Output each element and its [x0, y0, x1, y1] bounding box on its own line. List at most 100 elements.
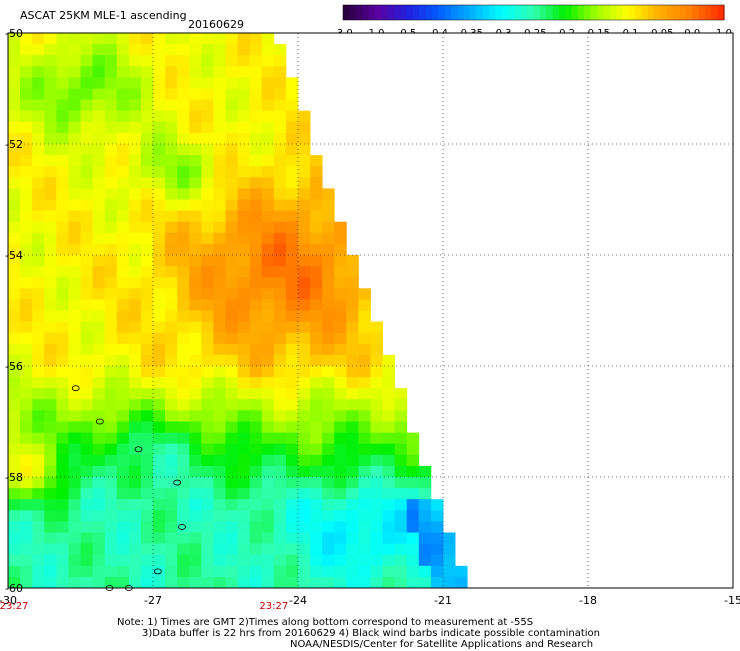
heatmap-cell [116, 510, 130, 522]
heatmap-cell [346, 388, 359, 400]
colorbar-swatch [628, 5, 636, 20]
heatmap-cell [382, 488, 396, 500]
heatmap-cell [20, 499, 33, 511]
heatmap-cell [153, 232, 166, 245]
heatmap-cell [128, 55, 142, 67]
heatmap-cell [346, 321, 359, 334]
heatmap-cell [177, 243, 190, 256]
heatmap-cell [201, 221, 214, 234]
heatmap-cell [68, 210, 81, 223]
heatmap-cell [394, 465, 408, 478]
x-tick-label: -24 [289, 594, 307, 607]
heatmap-cell [346, 288, 359, 300]
heatmap-cell [334, 465, 347, 478]
heatmap-cell [8, 399, 21, 411]
heatmap-cell [20, 443, 33, 456]
heatmap-cell [346, 410, 359, 422]
heatmap-cell [382, 410, 396, 422]
heatmap-cell [322, 188, 335, 200]
heatmap-cell [273, 132, 287, 145]
heatmap-cell [322, 388, 335, 400]
heatmap-cell [92, 510, 106, 522]
heatmap-cell [32, 44, 45, 56]
heatmap-cell [189, 44, 202, 56]
heatmap-cell [201, 99, 214, 112]
heatmap-cell [92, 321, 106, 334]
heatmap-cell [116, 266, 130, 278]
heatmap-cell [273, 377, 287, 389]
heatmap-cell [261, 210, 275, 223]
heatmap-cell [213, 277, 226, 289]
heatmap-cell [116, 255, 130, 267]
heatmap-cell [116, 77, 130, 89]
heatmap-cell [261, 465, 275, 478]
heatmap-cell [8, 432, 21, 445]
heatmap-cell [104, 477, 118, 489]
heatmap-cell [140, 155, 154, 167]
heatmap-cell [249, 343, 263, 356]
heatmap-cell [44, 288, 57, 300]
colorbar-swatch [508, 5, 516, 20]
heatmap-cell [92, 266, 106, 278]
heatmap-cell [237, 77, 251, 89]
colorbar-swatch [387, 5, 395, 20]
heatmap-cell [153, 354, 166, 367]
heatmap-cell [140, 77, 154, 89]
heatmap-cell [44, 44, 57, 56]
heatmap-cell [56, 310, 69, 322]
heatmap-cell [285, 377, 299, 389]
colorbar-swatch [558, 5, 566, 20]
heatmap-cell [237, 377, 251, 389]
heatmap-cell [189, 388, 202, 400]
heatmap-cell [334, 565, 347, 578]
plot-frame [7, 32, 734, 589]
heatmap-cell [116, 532, 130, 544]
heatmap-cell [104, 177, 118, 189]
heatmap-cell [406, 477, 420, 489]
heatmap-cell [153, 144, 166, 156]
heatmap-cell [140, 477, 154, 489]
heatmap-cell [80, 33, 93, 45]
heatmap-cell [104, 77, 118, 89]
heatmap-cell [370, 343, 383, 356]
heatmap-cell [80, 277, 93, 289]
heatmap-cell [116, 44, 130, 56]
heatmap-cell [273, 144, 287, 156]
colorbar-swatch [514, 5, 522, 20]
heatmap-cell [189, 33, 202, 45]
heatmap-cell [322, 454, 335, 467]
heatmap-cell [92, 388, 106, 400]
heatmap-cell [92, 488, 106, 500]
y-tick-label: -56 [5, 360, 23, 373]
heatmap-cell [177, 532, 190, 544]
heatmap-cell [273, 255, 287, 267]
heatmap-cell [225, 377, 238, 389]
heatmap-cell [285, 576, 299, 589]
heatmap-cell [44, 266, 57, 278]
heatmap-cell [177, 77, 190, 89]
heatmap-cell [8, 410, 21, 422]
heatmap-cell [334, 521, 347, 533]
heatmap-cell [406, 554, 420, 567]
heatmap-cell [68, 121, 81, 134]
heatmap-cell [261, 377, 275, 389]
heatmap-cell [273, 576, 287, 589]
heatmap-cell [116, 421, 130, 433]
heatmap-cell [382, 499, 396, 511]
heatmap-cell [44, 410, 57, 422]
heatmap-cell [32, 299, 45, 311]
heatmap-cell [56, 33, 69, 45]
heatmap-cell [116, 477, 130, 489]
heatmap-cell [322, 343, 335, 356]
heatmap-cell [20, 565, 33, 578]
heatmap-cell [116, 221, 130, 234]
heatmap-cell [177, 477, 190, 489]
heatmap-cell [8, 288, 21, 300]
heatmap-cell [249, 243, 263, 256]
heatmap-cell [285, 465, 299, 478]
heatmap-cell [68, 155, 81, 167]
heatmap-cell [56, 399, 69, 411]
heatmap-cell [8, 343, 21, 356]
heatmap-cell [56, 465, 69, 478]
heatmap-cell [334, 488, 347, 500]
